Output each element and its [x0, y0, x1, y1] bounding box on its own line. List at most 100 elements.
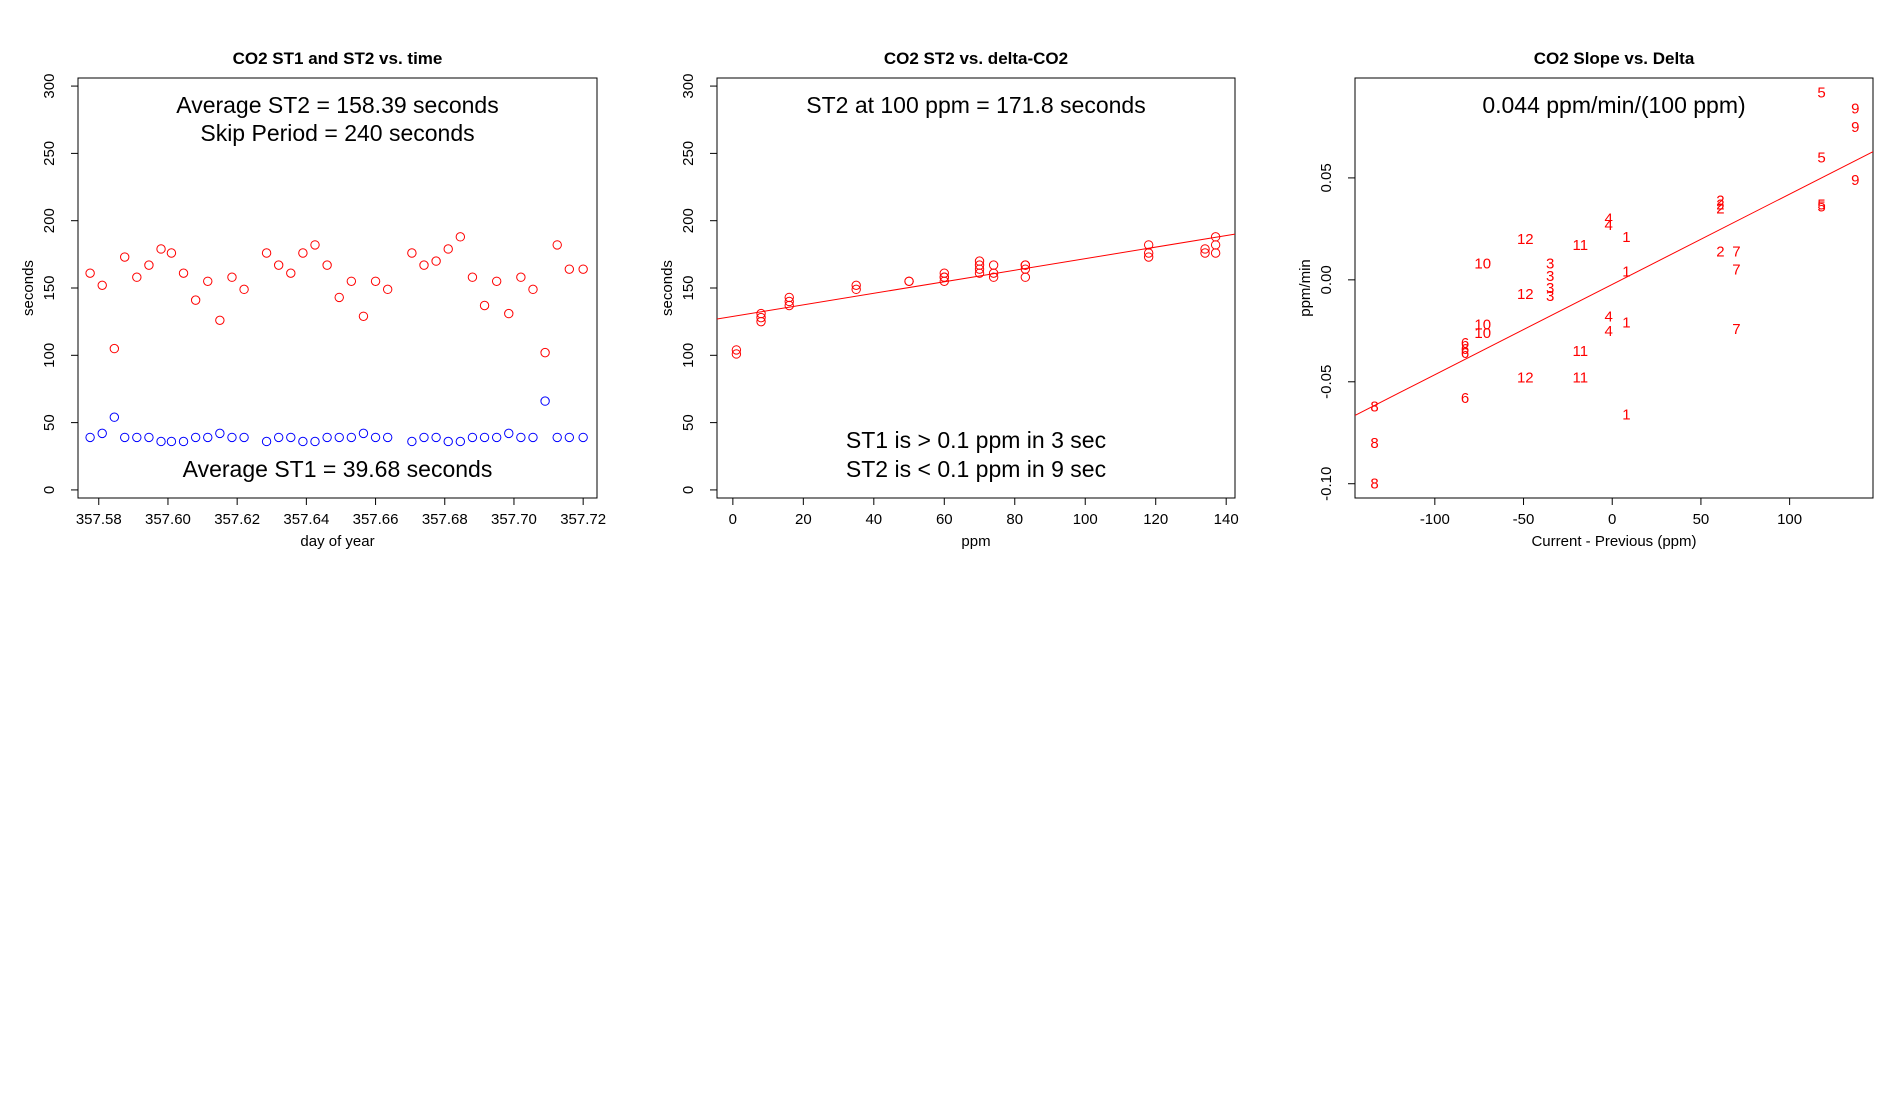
data-point [85, 268, 95, 278]
data-point [528, 284, 538, 295]
data-point [974, 264, 985, 274]
y-axis-label: ppm/min [1297, 259, 1314, 317]
x-tick-label: 40 [865, 511, 882, 528]
data-point-label: 11 [1573, 343, 1589, 360]
data-point [540, 347, 550, 358]
data-point [784, 300, 794, 311]
data-point [455, 436, 466, 447]
data-point [578, 432, 588, 443]
data-point [239, 284, 249, 295]
plot-annotation-bottom: ST2 is < 0.1 ppm in 9 sec [846, 456, 1106, 482]
data-point [455, 232, 466, 242]
data-point [166, 248, 177, 258]
data-point-label: 8 [1370, 476, 1378, 493]
data-point [578, 264, 588, 274]
data-point [227, 432, 237, 443]
data-point [156, 244, 166, 254]
y-tick-label: 50 [41, 414, 58, 431]
x-tick-label: 100 [1073, 511, 1098, 528]
y-tick-label: 100 [41, 343, 58, 368]
chart-title: CO2 ST1 and ST2 vs. time [233, 49, 443, 68]
data-point [109, 412, 120, 422]
x-tick-label: 357.64 [283, 511, 329, 528]
data-point [85, 432, 95, 443]
plot-area [717, 232, 1235, 359]
y-axis-label: seconds [20, 260, 37, 316]
data-point [190, 432, 201, 443]
regression-line [1355, 151, 1873, 416]
data-point [382, 284, 393, 295]
data-point [286, 432, 296, 443]
data-point-label: 5 [1817, 198, 1825, 215]
x-tick-label: 60 [936, 511, 953, 528]
x-tick-label: 357.70 [491, 511, 537, 528]
data-point-label: 3 [1546, 288, 1554, 305]
data-point [203, 276, 213, 286]
data-point [407, 436, 417, 447]
y-tick-label: 200 [680, 208, 697, 233]
x-tick-label: 0 [729, 511, 737, 528]
data-point [504, 308, 514, 319]
data-point [731, 349, 742, 359]
data-point [97, 280, 107, 291]
data-point [731, 345, 742, 355]
data-point [491, 432, 502, 443]
data-point [479, 432, 490, 443]
data-point-label: 1 [1622, 406, 1630, 423]
chart-title: CO2 ST2 vs. delta-CO2 [884, 49, 1068, 68]
y-tick-label: 50 [680, 414, 697, 431]
data-point-label: 4 [1605, 323, 1613, 340]
data-point-label: 4 [1605, 309, 1613, 326]
x-tick-label: 100 [1777, 511, 1802, 528]
data-point [382, 432, 393, 443]
plot-area: 8886666101010121212333311111144441111222… [1355, 84, 1873, 493]
data-point [540, 396, 550, 406]
data-point [467, 432, 478, 443]
data-point [97, 428, 107, 439]
data-point [109, 343, 120, 354]
x-tick-label: 357.60 [145, 511, 191, 528]
data-point [286, 268, 296, 278]
data-point-label: 10 [1474, 256, 1491, 273]
data-point [358, 311, 369, 321]
data-point [939, 272, 949, 282]
data-point [120, 252, 130, 262]
y-tick-label: 0 [680, 486, 697, 494]
y-tick-label: 100 [680, 343, 697, 368]
data-point [322, 260, 332, 270]
data-point [552, 240, 562, 250]
y-tick-label: -0.10 [1318, 467, 1335, 501]
y-tick-label: -0.05 [1318, 365, 1335, 399]
data-point-label: 12 [1517, 370, 1534, 387]
data-point [479, 300, 490, 311]
y-tick-label: 150 [41, 275, 58, 300]
data-point-label: 9 [1851, 172, 1859, 189]
data-point [261, 248, 272, 258]
data-point [974, 268, 985, 278]
data-point [203, 432, 213, 443]
x-tick-label: 80 [1006, 511, 1023, 528]
data-point [298, 248, 308, 258]
data-point [1020, 272, 1031, 282]
data-point [988, 268, 999, 278]
data-point [756, 316, 766, 327]
x-tick-label: 357.62 [214, 511, 260, 528]
y-tick-label: 150 [680, 275, 697, 300]
chart-panel-3: CO2 Slope vs. Delta -100 -50 0 50 100 -0.10 -0.… [1297, 49, 1874, 550]
data-point [346, 432, 357, 443]
data-point [370, 432, 381, 443]
data-point [443, 244, 453, 254]
x-tick-label: 357.66 [353, 511, 399, 528]
data-point-label: 1 [1622, 315, 1630, 332]
x-tick-label: 140 [1214, 511, 1239, 528]
data-point [491, 276, 502, 286]
data-point-label: 11 [1573, 370, 1589, 387]
data-point [298, 436, 308, 447]
x-tick-label: 357.58 [76, 511, 122, 528]
x-tick-label: 50 [1693, 511, 1710, 528]
data-point-label: 6 [1461, 345, 1469, 362]
data-point-label: 5 [1817, 150, 1825, 167]
y-tick-label: 300 [680, 74, 697, 99]
data-point [564, 432, 575, 443]
